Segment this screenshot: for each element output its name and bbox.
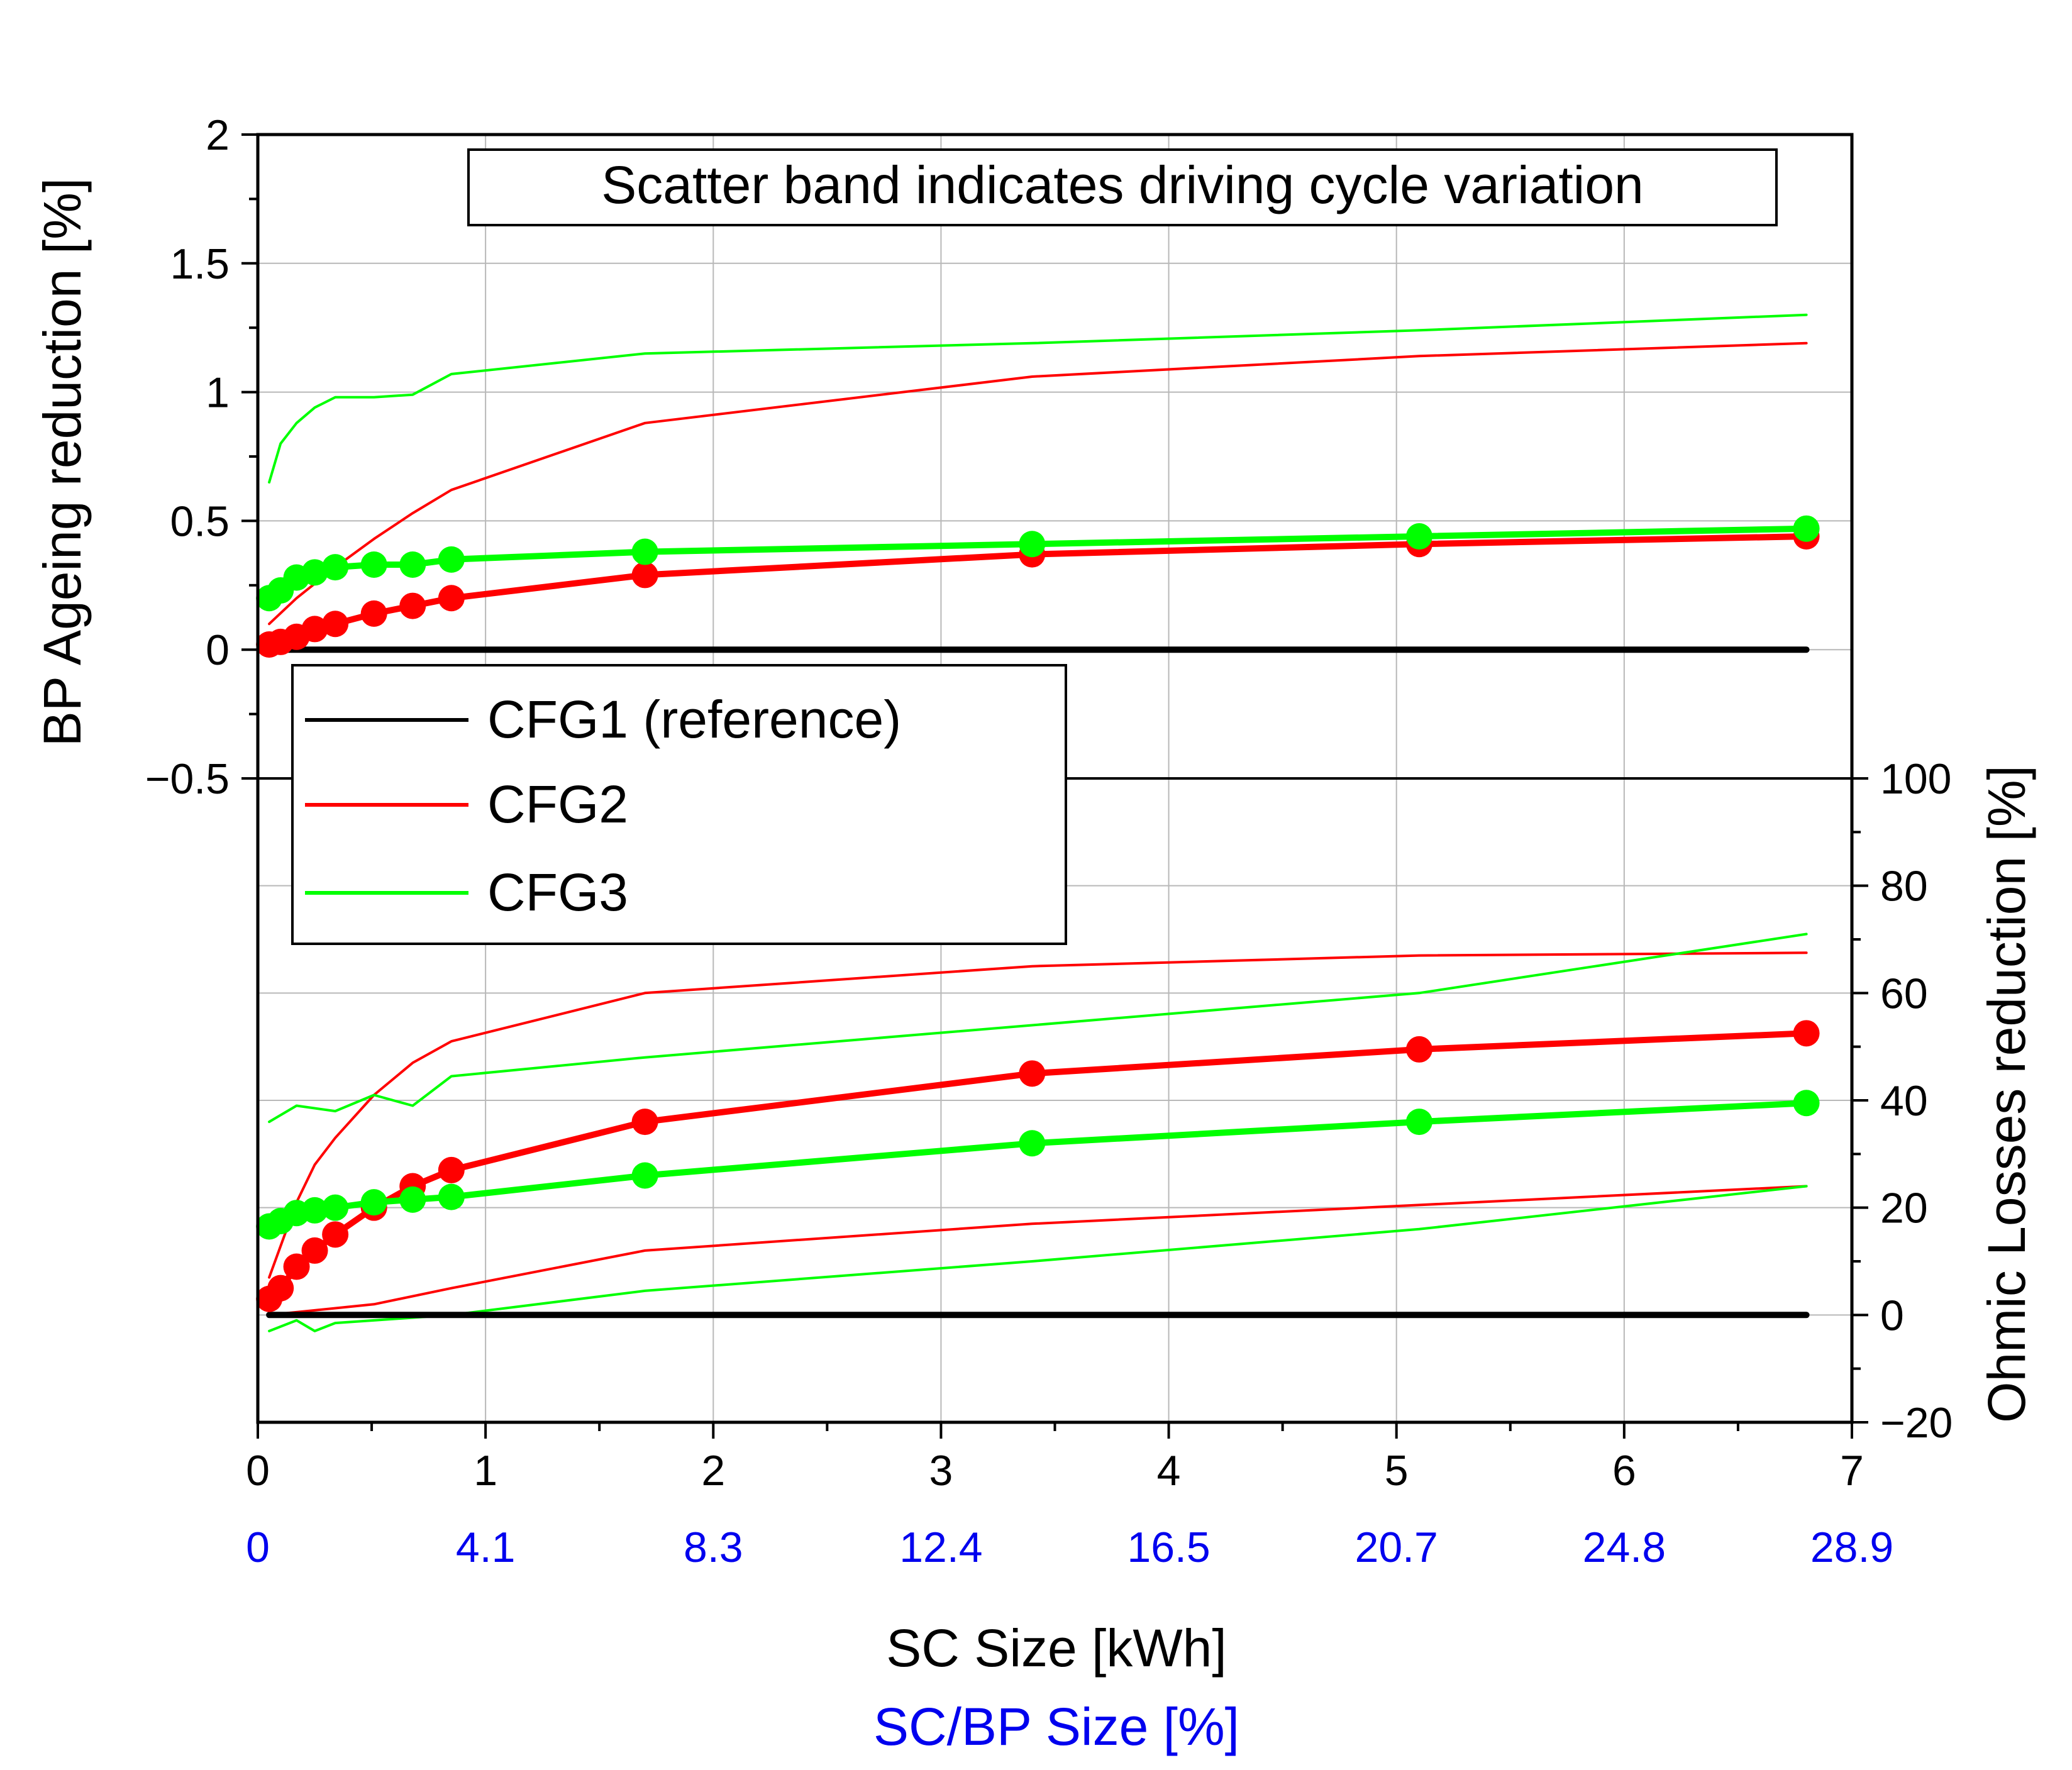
- bottom-cfg2-band-upper-line: [268, 951, 1808, 1279]
- x2-tick-label: 16.5: [1127, 1524, 1210, 1571]
- x-tick-label: 5: [1385, 1447, 1409, 1495]
- bottom-y-tick-label: 40: [1880, 1077, 1928, 1125]
- bottom-cfg2-mean-point: [1019, 1060, 1046, 1087]
- top-y-tick-label: 1: [206, 369, 230, 417]
- x2-tick-label: 12.4: [899, 1524, 982, 1571]
- legend-label-cfg1: CFG1 (reference): [487, 690, 901, 749]
- bottom-cfg2-band-lower-line: [268, 1185, 1808, 1317]
- bottom-cfg3-mean-point: [438, 1183, 465, 1210]
- x2-tick-label: 4.1: [456, 1524, 516, 1571]
- bottom-cfg3-mean-point: [1019, 1130, 1046, 1157]
- bottom-cfg2-mean-point: [267, 1275, 294, 1302]
- bottom-cfg2-mean-point: [631, 1109, 658, 1136]
- x-tick-label: 1: [474, 1447, 497, 1495]
- x2-tick-label: 20.7: [1355, 1524, 1438, 1571]
- bottom-cfg2-mean-point: [301, 1237, 328, 1264]
- top-cfg3-mean-point: [1793, 515, 1820, 542]
- bottom-cfg2-mean-point: [283, 1253, 310, 1280]
- top-cfg3-mean-point: [438, 546, 465, 573]
- bottom-cfg3-mean-point: [1793, 1090, 1820, 1117]
- x-tick-label: 0: [246, 1447, 270, 1495]
- top-y-tick-label: 0.5: [170, 497, 230, 545]
- bottom-y-tick-label: −20: [1880, 1399, 1953, 1447]
- top-cfg2-mean-point: [301, 616, 328, 643]
- bottom-cfg3-mean-point: [1405, 1109, 1432, 1136]
- top-cfg3-mean-point: [301, 559, 328, 586]
- top-y-tick-label: 2: [206, 111, 230, 159]
- bottom-cfg3-mean-point: [631, 1162, 658, 1189]
- top-cfg2-mean-point: [322, 611, 349, 638]
- top-y-tick-label: 0: [206, 626, 230, 674]
- annotation-text: Scatter band indicates driving cycle var…: [601, 155, 1644, 214]
- top-y-tick-label: −0.5: [145, 755, 230, 803]
- top-cfg3-mean-point: [399, 551, 426, 578]
- bottom-cfg3-mean-point: [360, 1189, 387, 1216]
- top-cfg2-mean-point: [631, 561, 658, 589]
- x-tick-label: 6: [1612, 1447, 1636, 1495]
- top-cfg3-mean-point: [631, 538, 658, 565]
- bottom-y-axis-title: Ohmic Losses reduction [%]: [1977, 765, 2036, 1423]
- series-layer: [256, 313, 1820, 1332]
- top-y-axis-title: BP Ageing reduction [%]: [33, 178, 92, 746]
- bottom-cfg2-mean-point: [1793, 1020, 1820, 1047]
- bottom-cfg3-mean-point: [322, 1194, 349, 1221]
- bottom-cfg3-mean-point: [399, 1186, 426, 1213]
- top-cfg3-mean-point: [322, 554, 349, 581]
- x-tick-label: 7: [1840, 1447, 1864, 1495]
- top-cfg3-band-upper-line: [268, 313, 1808, 484]
- x-axis-title: SC Size [kWh]: [886, 1618, 1226, 1678]
- top-cfg3-mean-point: [1019, 531, 1046, 558]
- bottom-cfg2-mean-point: [1405, 1036, 1432, 1063]
- annotation-box: [467, 148, 1778, 226]
- bottom-y-tick-label: 60: [1880, 970, 1928, 1017]
- top-cfg2-mean-point: [360, 600, 387, 627]
- x2-tick-label: 0: [246, 1524, 270, 1571]
- legend-label-cfg2: CFG2: [487, 775, 628, 834]
- bottom-y-tick-label: 20: [1880, 1185, 1928, 1232]
- x-tick-label: 3: [929, 1447, 953, 1495]
- bottom-y-tick-label: 100: [1880, 755, 1951, 803]
- legend-label-cfg3: CFG3: [487, 863, 628, 922]
- top-cfg2-mean-point: [399, 592, 426, 619]
- bottom-y-tick-label: 80: [1880, 863, 1928, 910]
- top-y-tick-label: 1.5: [170, 240, 230, 288]
- x-tick-label: 2: [701, 1447, 725, 1495]
- top-cfg3-mean-point: [1405, 523, 1432, 550]
- bottom-cfg2-mean-point: [322, 1221, 349, 1248]
- bottom-cfg3-band-upper-line: [268, 932, 1808, 1124]
- bottom-cfg2-mean-point: [438, 1156, 465, 1183]
- x-tick-label: 4: [1157, 1447, 1181, 1495]
- bottom-cfg3-mean-point: [301, 1197, 328, 1224]
- legend: CFG1 (reference) CFG2 CFG3: [291, 664, 1067, 945]
- top-cfg3-mean-point: [360, 551, 387, 578]
- axis-layer: 0 1 2 3 4 5 6 7 0 4.1 8.3 12.4 16.5 20.7 24.8 28.9 −0.5 0…: [145, 111, 1953, 1571]
- x2-tick-label: 28.9: [1810, 1524, 1893, 1571]
- x2-tick-label: 8.3: [684, 1524, 743, 1571]
- x2-tick-label: 24.8: [1583, 1524, 1666, 1571]
- bottom-y-tick-label: 0: [1880, 1292, 1904, 1339]
- x2-axis-title: SC/BP Size [%]: [873, 1697, 1239, 1756]
- top-cfg2-mean-point: [438, 585, 465, 612]
